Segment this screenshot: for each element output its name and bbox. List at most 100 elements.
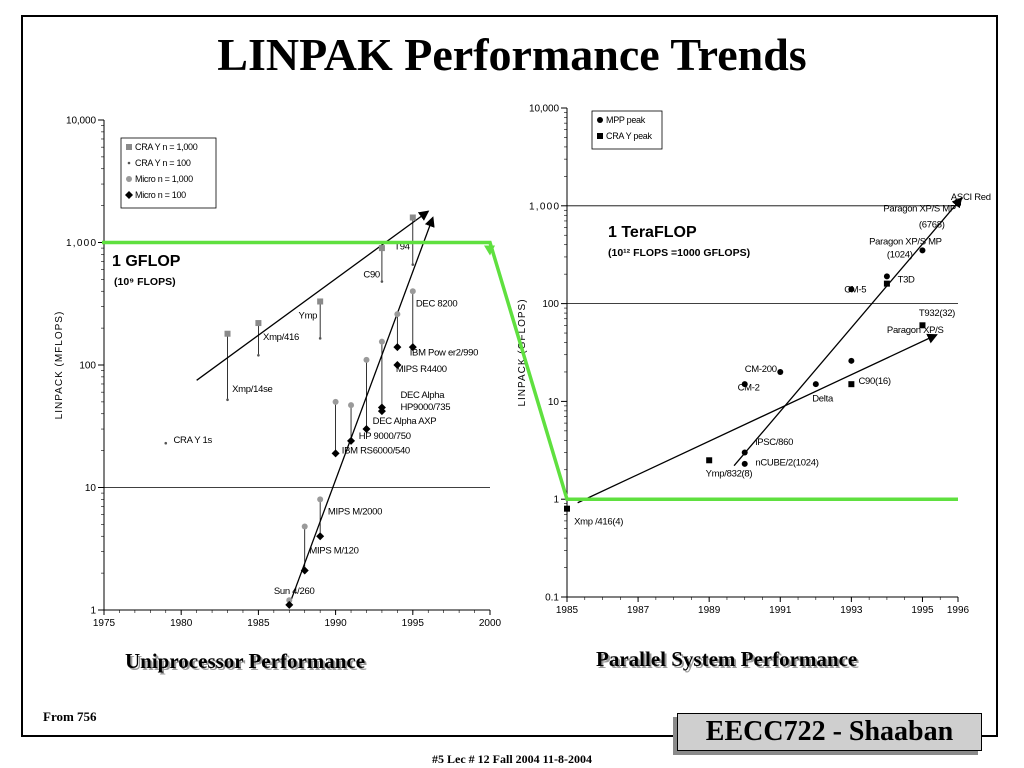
trend-arrow bbox=[733, 197, 963, 467]
x-tick-label: 1989 bbox=[698, 605, 721, 616]
highlight-arrowhead bbox=[484, 245, 495, 256]
data-point bbox=[848, 286, 855, 293]
data-point bbox=[286, 597, 293, 604]
point-annotation: ASCI Red bbox=[951, 192, 991, 203]
data-point bbox=[316, 532, 325, 541]
gflop-highlight-line bbox=[102, 240, 958, 501]
legend-label: CRA Y peak bbox=[606, 131, 653, 141]
point-annotation: Xmp/416 bbox=[263, 332, 299, 343]
data-point bbox=[777, 368, 784, 375]
y-tick-label: 10 bbox=[548, 397, 560, 408]
slide-frame bbox=[21, 15, 998, 737]
data-point bbox=[317, 298, 324, 305]
data-point bbox=[301, 523, 308, 530]
data-point bbox=[285, 600, 294, 609]
x-tick-label: 1993 bbox=[840, 605, 863, 616]
legend-marker bbox=[126, 144, 132, 150]
y-axis-label: LINPACK (MFLOPS) bbox=[54, 311, 65, 420]
point-annotation: Sun 4/260 bbox=[274, 586, 315, 597]
legend-box bbox=[591, 110, 663, 150]
legend: MPP peak CRA Y peak bbox=[591, 110, 663, 150]
data-point bbox=[919, 247, 926, 254]
x-tick-label: 1985 bbox=[556, 605, 579, 616]
y-tick-label: 10 bbox=[85, 483, 97, 494]
data-point bbox=[706, 457, 713, 464]
performance-gap-connector bbox=[102, 240, 958, 501]
y-tick-label: 1 bbox=[90, 606, 96, 617]
point-annotation: MIPS M/2000 bbox=[328, 507, 382, 518]
data-point bbox=[363, 356, 370, 363]
legend-marker bbox=[126, 176, 132, 182]
course-badge: EECC722 - Shaaban bbox=[677, 713, 982, 751]
point-annotation: C90(16) bbox=[858, 376, 890, 387]
legend-marker bbox=[125, 191, 133, 199]
point-annotation: (1024) bbox=[887, 250, 913, 261]
data-point bbox=[741, 381, 748, 388]
point-annotation: DEC 8200 bbox=[416, 299, 457, 310]
uniprocessor-caption: Uniprocessor Performance bbox=[125, 649, 366, 673]
y-tick-label: 1,000 bbox=[66, 238, 96, 249]
point-annotation: Paragon XP/S bbox=[887, 325, 944, 336]
legend-marker bbox=[597, 117, 603, 123]
point-annotation: C90 bbox=[363, 269, 380, 280]
highlight-label: 1 TeraFLOP (10¹² FLOPS =1000 GFLOPS) bbox=[608, 224, 750, 259]
point-annotation: MIPS R4400 bbox=[396, 364, 447, 375]
data-point bbox=[393, 361, 402, 369]
point-annotation: T932(32) bbox=[919, 308, 955, 319]
source-note: From 756 bbox=[43, 709, 97, 724]
data-point bbox=[257, 354, 260, 357]
point-annotation: Delta bbox=[812, 393, 834, 404]
data-point bbox=[332, 398, 339, 405]
point-annotation: Paragon XP/S MP bbox=[869, 237, 942, 248]
data-point bbox=[226, 398, 229, 402]
data-point bbox=[393, 343, 402, 352]
course-badge-label: EECC722 - Shaaban bbox=[705, 716, 954, 747]
legend-marker bbox=[127, 161, 131, 165]
data-point bbox=[408, 343, 417, 352]
trend-arrow bbox=[288, 216, 435, 606]
data-point bbox=[317, 496, 324, 503]
legend-label: Micro n = 1,000 bbox=[135, 174, 193, 184]
data-point bbox=[409, 288, 416, 295]
data-point bbox=[883, 273, 890, 280]
point-annotation: CM-200 bbox=[745, 364, 777, 375]
legend-label: CRA Y n = 100 bbox=[135, 158, 191, 168]
highlight-title: 1 TeraFLOP bbox=[608, 224, 697, 241]
parallel-caption: Parallel System Performance bbox=[596, 647, 858, 671]
point-annotation: HP9000/735 bbox=[400, 402, 450, 413]
data-point bbox=[883, 280, 890, 287]
data-point bbox=[378, 245, 385, 252]
highlight-subtitle: (10¹² FLOPS =1000 GFLOPS) bbox=[608, 247, 750, 259]
data-point bbox=[331, 449, 340, 458]
point-annotation: HP 9000/750 bbox=[359, 431, 411, 442]
y-tick-label: 1 bbox=[553, 495, 559, 506]
x-tick-label: 1987 bbox=[627, 605, 650, 616]
legend-label: MPP peak bbox=[606, 115, 646, 125]
data-point bbox=[164, 441, 168, 445]
point-annotation: T94 bbox=[394, 241, 409, 252]
point-annotation: T3D bbox=[898, 274, 915, 285]
y-tick-label: 100 bbox=[542, 299, 559, 310]
data-point bbox=[255, 320, 262, 327]
data-point bbox=[812, 381, 819, 388]
legend: CRA Y n = 1,000 CRA Y n = 100 Micro n = 1,… bbox=[120, 137, 217, 209]
x-tick-label: 1990 bbox=[324, 618, 347, 629]
parallel-chart: 0.1 1 10 100 1,000 10,000 1985 1987 1989 1991 1993… bbox=[517, 104, 991, 617]
x-tick-label: 1975 bbox=[93, 618, 116, 629]
y-tick-label: 10,000 bbox=[529, 104, 559, 115]
data-point bbox=[380, 280, 384, 283]
data-point bbox=[377, 403, 386, 412]
legend-marker bbox=[597, 133, 603, 139]
x-tick-label: 1996 bbox=[947, 605, 970, 616]
point-annotation: MIPS M/120 bbox=[309, 545, 358, 556]
slide-title: LINPAK Performance Trends bbox=[217, 29, 807, 80]
uniprocessor-chart: 1 10 100 1,000 10,000 1975 1980 1985 1990 1995 200… bbox=[54, 116, 502, 630]
x-tick-label: 1995 bbox=[911, 605, 934, 616]
data-point bbox=[318, 337, 322, 340]
point-annotation: (6768) bbox=[919, 219, 945, 230]
point-annotation: DEC Alpha bbox=[400, 390, 445, 401]
y-tick-label: 10,000 bbox=[66, 116, 96, 127]
data-point bbox=[741, 449, 748, 456]
data-point bbox=[300, 566, 309, 575]
point-annotation: Xmp /416(4) bbox=[574, 517, 623, 528]
